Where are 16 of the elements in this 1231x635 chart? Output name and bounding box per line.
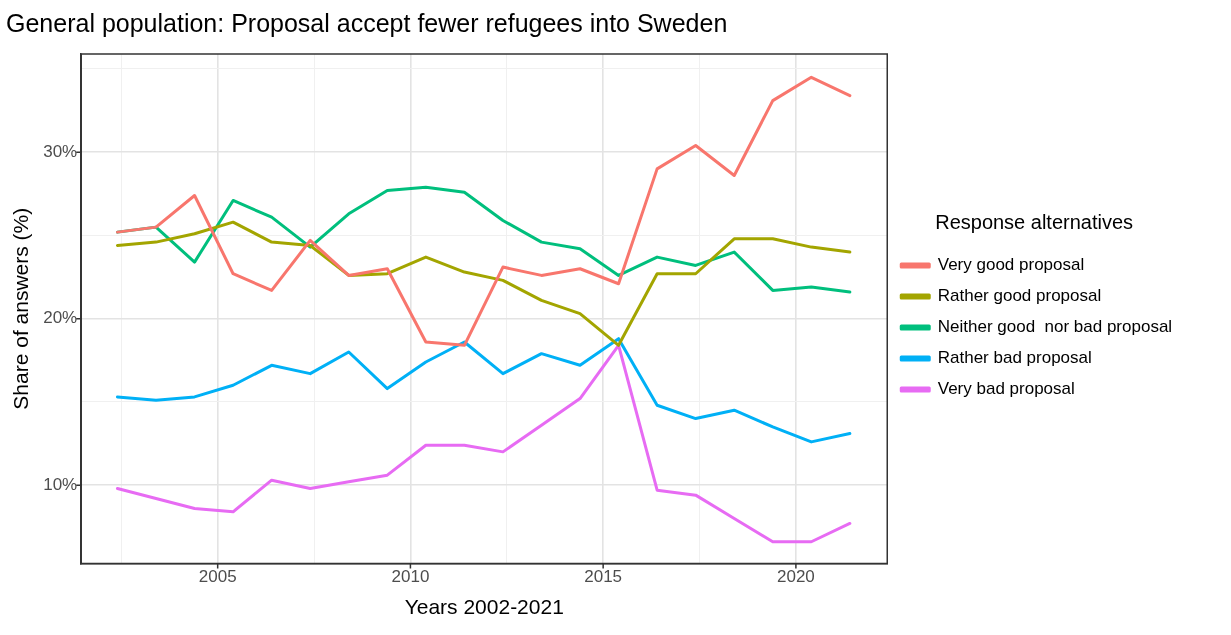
x-tick-label: 2020	[776, 567, 815, 587]
legend-label: Rather good proposal	[937, 286, 1102, 306]
x-tick-label: 2005	[198, 567, 237, 587]
legend-label: Neither good nor bad proposal	[937, 317, 1173, 337]
legend-label: Very good proposal	[937, 255, 1085, 275]
y-tick-label: 10%	[43, 474, 78, 494]
legend-label: Rather bad proposal	[937, 348, 1092, 368]
y-tick-label: 20%	[43, 308, 78, 328]
x-tick-label: 2015	[584, 567, 623, 587]
y-tick-label: 30%	[43, 141, 78, 161]
y-axis-title: Share of answers (%)	[9, 207, 33, 410]
legend-label: Very bad proposal	[937, 379, 1075, 399]
x-tick-label: 2010	[391, 567, 430, 587]
chart-title: General population: Proposal accept fewer refugees into Sweden	[6, 8, 728, 37]
x-axis-title: Years 2002-2021	[404, 595, 564, 619]
legend-title: Response alternatives	[935, 210, 1134, 233]
